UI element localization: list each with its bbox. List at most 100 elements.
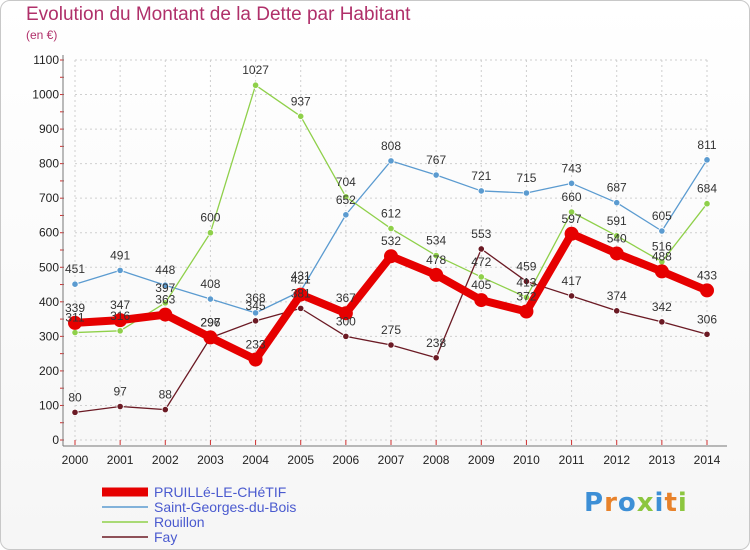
y-tick-label: 400 — [39, 295, 59, 309]
y-tick-label: 600 — [39, 226, 59, 240]
data-label: 363 — [155, 293, 175, 307]
data-label: 381 — [291, 286, 311, 300]
series-point — [609, 246, 624, 261]
data-label: 448 — [155, 263, 175, 277]
y-tick-label: 900 — [39, 122, 59, 136]
series-point — [477, 187, 485, 195]
axes — [60, 55, 727, 447]
x-tick-label: 2000 — [62, 453, 89, 467]
x-tick-label: 2004 — [242, 453, 269, 467]
data-label: 238 — [426, 336, 446, 350]
series-point — [703, 330, 711, 338]
data-label: 316 — [110, 309, 130, 323]
series-point — [206, 295, 215, 303]
x-tick-label: 2003 — [197, 453, 224, 467]
data-label: 612 — [381, 207, 401, 221]
data-label: 652 — [336, 193, 356, 207]
data-label: 342 — [652, 300, 672, 314]
data-label: 417 — [562, 274, 582, 288]
data-label: 597 — [562, 212, 582, 226]
x-tick-label: 2005 — [287, 453, 314, 467]
logo-letter: i — [654, 488, 665, 518]
y-tick-label: 0 — [52, 433, 59, 447]
series-point — [116, 266, 124, 274]
y-tick-label: 200 — [39, 364, 59, 378]
data-label: 368 — [246, 291, 266, 305]
series-point — [429, 267, 444, 282]
data-label: 937 — [291, 94, 311, 108]
series-point — [387, 224, 395, 233]
series-point — [477, 273, 485, 281]
series-point — [613, 199, 621, 207]
series-point — [567, 208, 576, 216]
data-label: 297 — [200, 315, 220, 329]
y-tick-label: 1100 — [33, 53, 59, 67]
data-label: 433 — [697, 268, 717, 282]
logo-letter: t — [664, 488, 678, 518]
series-point — [387, 341, 395, 349]
x-tick-label: 2006 — [333, 453, 360, 467]
logo-letter: r — [604, 488, 618, 518]
series-point — [251, 81, 260, 89]
data-label: 431 — [291, 269, 311, 283]
series-point — [519, 304, 534, 319]
y-tick-label: 700 — [39, 191, 59, 205]
data-label: 80 — [68, 390, 82, 404]
data-label: 408 — [200, 277, 220, 291]
data-label: 715 — [516, 171, 536, 185]
series-point — [113, 313, 128, 328]
data-label: 488 — [652, 249, 672, 263]
legend-label: Saint-Georges-du-Bois — [154, 499, 296, 515]
legend-label: PRUILLé-LE-CHéTIF — [154, 484, 286, 500]
series-point — [613, 307, 621, 315]
x-tick-label: 2001 — [107, 453, 134, 467]
series-point — [342, 193, 350, 201]
data-label: 721 — [471, 169, 491, 183]
series-point — [71, 408, 79, 416]
logo-letter: o — [617, 488, 637, 518]
y-tick-label: 500 — [39, 260, 59, 274]
chart-title: Evolution du Montant de la Dette par Hab… — [26, 4, 411, 25]
series-point — [432, 354, 440, 362]
data-label: 306 — [697, 312, 717, 326]
y-tick-label: 100 — [39, 398, 59, 412]
data-label: 397 — [155, 281, 175, 295]
series-point — [293, 287, 308, 302]
series-point — [522, 293, 531, 301]
series-point — [71, 328, 79, 337]
data-label: 472 — [471, 255, 491, 269]
series-point — [474, 293, 489, 308]
data-label: 743 — [562, 161, 582, 175]
data-label: 684 — [697, 182, 717, 196]
data-label: 311 — [65, 311, 84, 325]
data-label: 339 — [65, 301, 85, 315]
unit-note: (en €) — [26, 28, 58, 42]
data-label: 372 — [516, 289, 536, 303]
series-point — [342, 211, 350, 219]
data-label: 687 — [607, 181, 627, 195]
data-label: 405 — [471, 278, 491, 292]
data-label: 345 — [246, 299, 266, 313]
data-label: 516 — [652, 240, 672, 254]
y-tick-label: 1000 — [32, 88, 59, 102]
series-point — [658, 318, 666, 326]
x-tick-label: 2014 — [694, 453, 721, 467]
series-point — [387, 157, 395, 165]
series-point — [522, 189, 531, 197]
series-point — [522, 277, 531, 286]
data-label: 296 — [200, 316, 220, 330]
data-label: 300 — [336, 314, 356, 328]
series-point — [700, 283, 714, 298]
data-label: 1027 — [242, 63, 269, 77]
series-point — [251, 317, 260, 325]
y-tick-label: 800 — [39, 157, 59, 171]
series-point — [161, 405, 169, 414]
data-label: 421 — [291, 273, 311, 287]
series-point — [477, 245, 485, 253]
data-label: 605 — [652, 209, 672, 223]
x-tick-label: 2010 — [513, 453, 540, 467]
series-point — [338, 306, 353, 321]
data-label: 660 — [562, 190, 582, 204]
data-label: 413 — [516, 275, 536, 289]
